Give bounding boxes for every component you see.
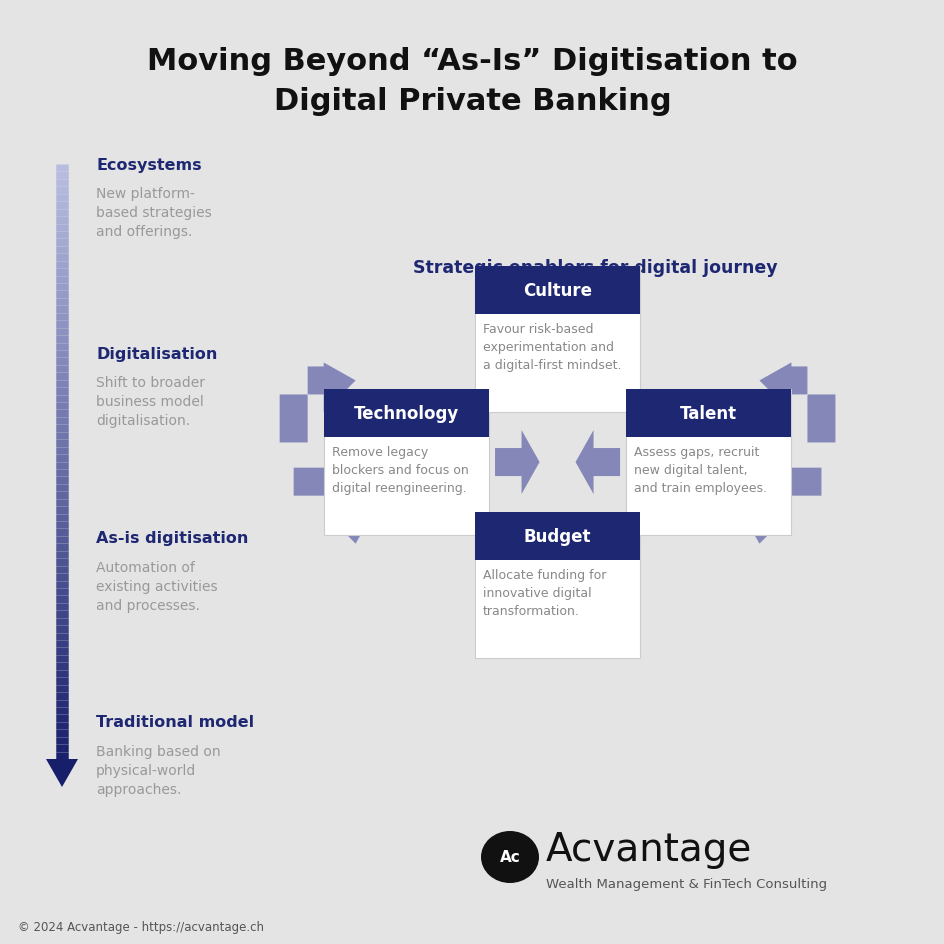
Bar (474, 267, 640, 413)
Polygon shape (46, 759, 78, 787)
Text: Technology: Technology (353, 405, 459, 423)
Text: Allocate funding for
innovative digital
transformation.: Allocate funding for innovative digital … (482, 568, 606, 617)
Text: Ecosystems: Ecosystems (96, 158, 201, 173)
Bar (474, 513, 640, 659)
Bar (323, 390, 489, 536)
Bar (626, 390, 791, 438)
Ellipse shape (480, 831, 538, 883)
Polygon shape (575, 430, 619, 495)
Polygon shape (741, 468, 820, 544)
Text: Moving Beyond “As-Is” Digitisation to: Moving Beyond “As-Is” Digitisation to (147, 47, 797, 76)
Text: Digitalisation: Digitalisation (96, 346, 217, 362)
Bar (323, 390, 489, 438)
Polygon shape (294, 468, 373, 544)
Text: Assess gaps, recruit
new digital talent,
and train employees.: Assess gaps, recruit new digital talent,… (633, 446, 767, 495)
Text: As-is digitisation: As-is digitisation (96, 531, 248, 546)
Bar (474, 267, 640, 315)
Text: Traditional model: Traditional model (96, 715, 254, 730)
Text: Banking based on
physical-world
approaches.: Banking based on physical-world approach… (96, 744, 220, 796)
Text: Automation of
existing activities
and processes.: Automation of existing activities and pr… (96, 560, 217, 612)
Bar (474, 513, 640, 561)
Text: Digital Private Banking: Digital Private Banking (274, 88, 670, 116)
Text: Remove legacy
blockers and focus on
digital reengineering.: Remove legacy blockers and focus on digi… (331, 446, 468, 495)
Polygon shape (759, 363, 834, 443)
Text: Culture: Culture (522, 282, 592, 300)
Text: Strategic enablers for digital journey: Strategic enablers for digital journey (413, 259, 777, 277)
Text: © 2024 Acvantage - https://acvantage.ch: © 2024 Acvantage - https://acvantage.ch (18, 920, 263, 934)
Text: Shift to broader
business model
digitalisation.: Shift to broader business model digitali… (96, 376, 205, 428)
Text: New platform-
based strategies
and offerings.: New platform- based strategies and offer… (96, 187, 211, 239)
Text: Wealth Management & FinTech Consulting: Wealth Management & FinTech Consulting (546, 877, 826, 890)
Polygon shape (279, 363, 355, 443)
Text: Budget: Budget (523, 528, 591, 546)
Polygon shape (495, 430, 539, 495)
Text: Ac: Ac (499, 850, 520, 865)
Text: Acvantage: Acvantage (546, 830, 751, 868)
Text: Talent: Talent (680, 405, 736, 423)
Text: Favour risk-based
experimentation and
a digital-first mindset.: Favour risk-based experimentation and a … (482, 323, 621, 372)
Bar (626, 390, 791, 536)
